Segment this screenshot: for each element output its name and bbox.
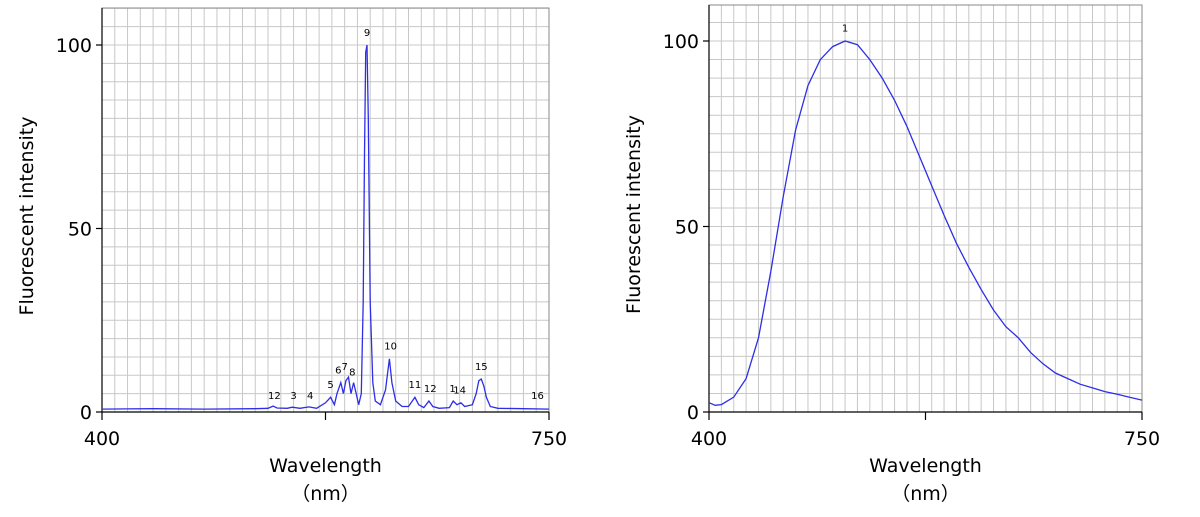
peak-label: 10 xyxy=(384,342,397,353)
x-axis-label: Wavelength xyxy=(269,455,382,477)
chart-panel-2: 0 50 100 400 750 Wavelength （nm） Fluorescent in… xyxy=(623,4,1160,505)
grid xyxy=(709,5,1142,412)
x-tick-label: 400 xyxy=(84,428,120,450)
spectrum-line xyxy=(101,44,550,410)
y-tick-label: 0 xyxy=(80,402,92,424)
peak-label: 6 xyxy=(335,365,341,376)
y-tick-label: 100 xyxy=(663,31,699,53)
y-axis-label: Fluorescent intensity xyxy=(16,117,38,316)
plot-frame xyxy=(708,4,1143,413)
y-tick-label: 0 xyxy=(687,402,699,424)
spectrum-line xyxy=(708,40,1143,406)
peak-label: 1 xyxy=(842,24,848,35)
grid xyxy=(102,7,549,412)
peak-label: 12 xyxy=(268,391,281,402)
peak-label: 9 xyxy=(364,28,370,39)
peak-label: 5 xyxy=(327,380,333,391)
x-tick-label: 750 xyxy=(531,428,567,450)
peak-label: 8 xyxy=(349,367,355,378)
y-tick-label: 50 xyxy=(675,217,699,239)
peak-label: 12 xyxy=(424,384,437,395)
chart-panel-1: 0 50 100 400 750 Wavelength （nm） Fluorescent in… xyxy=(16,7,567,505)
x-axis-label: Wavelength xyxy=(869,455,982,477)
peak-label: 7 xyxy=(341,362,347,373)
y-tick-label: 100 xyxy=(56,35,92,57)
peak-label: 4 xyxy=(307,391,313,402)
peak-label: 14 xyxy=(453,386,466,397)
peak-label: 16 xyxy=(531,391,544,402)
y-axis-label: Fluorescent intensity xyxy=(623,115,645,314)
peak-label: 11 xyxy=(409,380,422,391)
x-tick-label: 750 xyxy=(1124,428,1160,450)
peak-label: 3 xyxy=(290,391,296,402)
x-axis-unit: （nm） xyxy=(891,483,960,505)
peak-label: 1 xyxy=(449,384,455,395)
peak-label: 15 xyxy=(475,362,488,373)
y-tick-label: 50 xyxy=(68,219,92,241)
x-tick-label: 400 xyxy=(691,428,727,450)
x-axis-unit: （nm） xyxy=(291,483,360,505)
